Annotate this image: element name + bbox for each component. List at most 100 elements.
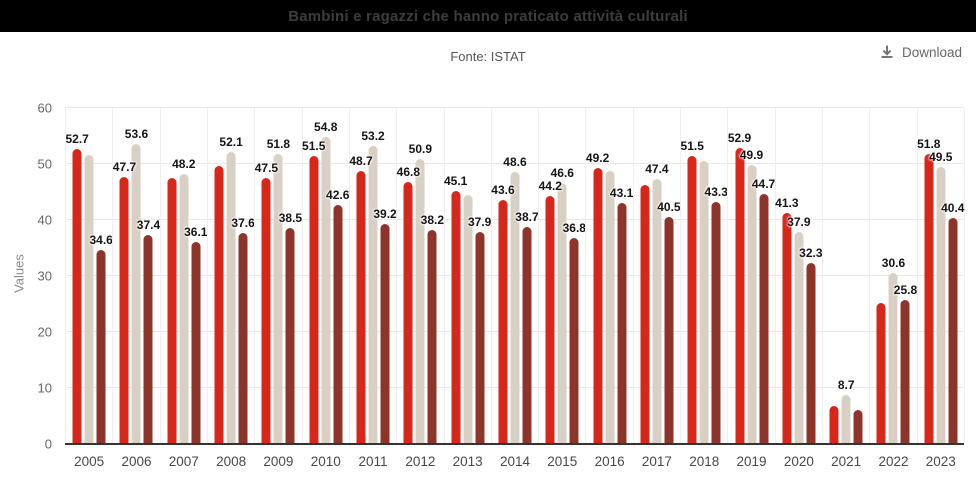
bar[interactable]: 48.6 xyxy=(503,155,527,444)
y-tick-label: 20 xyxy=(37,324,52,340)
bar-value-label: 51.8 xyxy=(917,136,941,151)
bar[interactable]: 44.7 xyxy=(752,177,775,444)
bar[interactable]: 37.6 xyxy=(231,216,255,444)
bar[interactable]: 52.7 xyxy=(65,132,89,444)
bar[interactable]: 41.3 xyxy=(775,196,799,444)
bar[interactable]: 30.6 xyxy=(882,256,905,444)
bar[interactable]: 32.3 xyxy=(799,246,823,444)
bar-value-label: 34.6 xyxy=(89,233,113,248)
bar-value-label: 32.3 xyxy=(799,246,823,261)
bar[interactable]: 54.8 xyxy=(314,120,337,444)
bar[interactable]: 25.8 xyxy=(894,283,917,444)
bar-value-label: 53.6 xyxy=(124,126,149,141)
bar[interactable]: 38.7 xyxy=(515,210,539,444)
bar-cluster: 51.5 43.3 xyxy=(681,139,728,444)
bar[interactable] xyxy=(167,178,177,444)
bar-value-label: 42.6 xyxy=(326,188,350,203)
bar[interactable]: 52.1 xyxy=(219,135,243,444)
download-button[interactable]: Download xyxy=(879,44,962,60)
bar-cluster: 46.8 50.9 38.2 xyxy=(397,142,444,444)
bar-value-label: 52.9 xyxy=(727,130,752,145)
bar[interactable]: 36.8 xyxy=(563,221,586,444)
download-label: Download xyxy=(901,44,962,60)
bar[interactable] xyxy=(84,155,94,444)
bar[interactable]: 44.2 xyxy=(539,179,562,444)
y-tick-label: 0 xyxy=(44,436,52,452)
bar-cluster: 30.6 25.8 xyxy=(876,256,917,444)
bar[interactable]: 38.5 xyxy=(279,211,302,444)
bar[interactable]: 40.5 xyxy=(657,200,681,444)
bar[interactable]: 51.5 xyxy=(681,139,704,444)
bar-value-label: 37.4 xyxy=(136,217,161,232)
bar[interactable]: 37.9 xyxy=(468,215,491,444)
bar[interactable]: 50.9 xyxy=(409,142,432,444)
bar-value-label: 40.5 xyxy=(657,200,681,215)
x-axis-line xyxy=(65,443,964,445)
bar-value-label: 30.6 xyxy=(881,255,906,270)
bar[interactable]: 47.5 xyxy=(255,161,278,444)
bar-value-label: 48.7 xyxy=(349,154,373,169)
bar[interactable] xyxy=(640,185,650,444)
bar-cluster: 52.9 49.9 44.7 xyxy=(728,131,775,444)
bar[interactable]: 53.6 xyxy=(125,127,148,444)
bar[interactable]: 8.7 xyxy=(838,378,855,444)
bar[interactable]: 34.6 xyxy=(89,233,113,444)
bar[interactable] xyxy=(214,166,224,444)
bar[interactable]: 48.7 xyxy=(349,154,373,444)
year-group: 47.5 51.8 38.5 2009 xyxy=(254,108,302,469)
bar[interactable]: 51.8 xyxy=(267,137,290,444)
bar[interactable] xyxy=(829,405,839,444)
year-group: 41.3 37.9 32.3 2020 xyxy=(774,108,823,469)
bar[interactable] xyxy=(876,302,886,444)
bar-value-label: 43.1 xyxy=(609,185,634,200)
bar-value-label: 49.2 xyxy=(585,151,610,166)
bar[interactable]: 49.9 xyxy=(740,148,763,444)
bar[interactable]: 40.4 xyxy=(941,201,964,444)
bar[interactable]: 47.7 xyxy=(113,160,136,444)
bar-value-label: 43.3 xyxy=(704,184,728,199)
bar-cluster: 51.8 49.5 40.4 xyxy=(917,137,964,444)
bar[interactable]: 51.8 xyxy=(917,137,940,444)
bar[interactable] xyxy=(605,170,615,444)
bar[interactable]: 46.6 xyxy=(551,166,574,444)
bar-value-label: 46.8 xyxy=(396,164,421,179)
bar[interactable]: 37.4 xyxy=(137,218,160,444)
bar[interactable]: 47.4 xyxy=(645,162,669,444)
bar[interactable]: 39.2 xyxy=(373,207,397,444)
y-axis-labels: 0 10 20 30 40 50 60 xyxy=(0,101,52,452)
bar[interactable]: 42.6 xyxy=(326,188,349,444)
bar[interactable]: 46.8 xyxy=(397,165,420,444)
bar[interactable]: 43.6 xyxy=(491,183,515,444)
bar-value-label: 50.9 xyxy=(408,141,433,156)
year-label: 2020 xyxy=(783,454,814,469)
year-group: 8.7 2021 xyxy=(822,108,869,469)
bar[interactable] xyxy=(853,409,863,444)
bar[interactable] xyxy=(699,161,709,444)
year-group: 52.1 37.6 2008 xyxy=(206,108,255,469)
bar-value-label: 51.5 xyxy=(680,138,704,153)
bar-value-label: 51.8 xyxy=(266,136,291,151)
bar-value-label: 46.6 xyxy=(550,166,574,181)
bar[interactable]: 48.2 xyxy=(172,157,195,444)
bar-value-label: 25.8 xyxy=(893,282,918,297)
bar-cluster: 45.1 37.9 xyxy=(444,174,491,444)
bar[interactable]: 51.5 xyxy=(302,139,325,444)
gridline xyxy=(65,107,964,108)
bar[interactable]: 36.1 xyxy=(184,225,207,444)
bar[interactable]: 52.9 xyxy=(728,131,751,444)
bar[interactable]: 43.1 xyxy=(610,186,633,444)
bar[interactable]: 49.5 xyxy=(929,150,952,444)
bar-value-label: 8.7 xyxy=(837,378,855,393)
bar[interactable]: 38.2 xyxy=(421,213,444,444)
bar[interactable]: 53.2 xyxy=(361,129,385,444)
bar[interactable]: 37.9 xyxy=(787,215,811,444)
bar[interactable]: 43.3 xyxy=(705,185,728,444)
bar[interactable]: 45.1 xyxy=(444,174,467,444)
bar[interactable] xyxy=(463,194,473,444)
bar[interactable]: 49.2 xyxy=(586,151,609,444)
bar-value-label: 38.5 xyxy=(278,211,303,226)
year-label: 2018 xyxy=(689,454,720,469)
y-tick-label: 50 xyxy=(37,156,52,172)
year-label: 2005 xyxy=(74,454,105,469)
year-group: 51.8 49.5 40.4 2023 xyxy=(916,108,964,469)
